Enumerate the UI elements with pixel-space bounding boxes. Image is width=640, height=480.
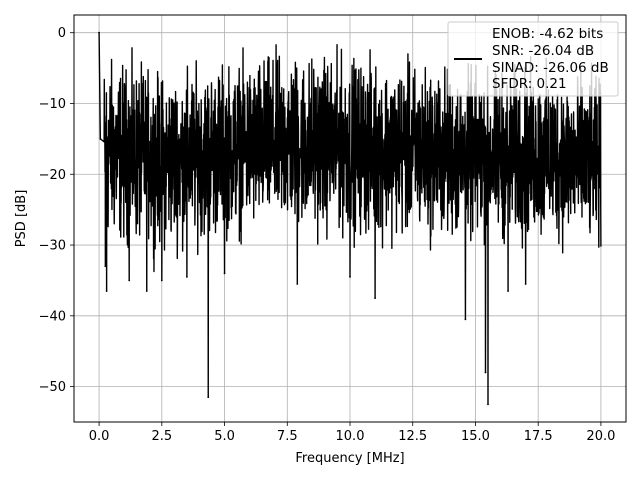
psd-data-point <box>99 137 102 140</box>
x-tick-label: 0.0 <box>89 429 110 444</box>
psd-data-point <box>98 31 100 34</box>
psd-data-point <box>484 371 487 374</box>
legend-entry-enob: ENOB: -4.62 bits <box>492 26 603 42</box>
psd-data-point <box>374 297 376 300</box>
psd-line <box>98 32 602 405</box>
legend-box <box>447 21 619 97</box>
x-tick-label: 12.5 <box>398 429 427 444</box>
psd-data-point <box>223 272 226 275</box>
legend: ENOB: -4.62 bits SNR: -26.04 dB SINAD: -… <box>447 21 619 97</box>
legend-entry-snr: SNR: -26.04 dB <box>492 43 594 59</box>
psd-data-point <box>104 265 107 268</box>
psd-data-point <box>105 290 108 292</box>
x-tick-label: 15.0 <box>461 429 490 444</box>
psd-data-point <box>524 283 527 285</box>
legend-entry-sfdr: SFDR: 0.21 <box>492 76 567 92</box>
psd-data-point <box>296 283 299 285</box>
x-axis-label: Frequency [MHz] <box>295 451 404 466</box>
psd-series <box>98 31 602 406</box>
y-tick-label: −30 <box>39 239 66 254</box>
x-tick-label: 5.0 <box>214 429 235 444</box>
y-axis-label: PSD [dB] <box>14 190 29 248</box>
y-tick-label: −10 <box>39 97 66 112</box>
y-tick-label: −40 <box>39 309 66 324</box>
psd-data-point <box>464 318 467 321</box>
ticks: 0.0 2.5 5.0 7.5 10.0 12.5 15.0 17.5 20.0 0 −10 −20 −… <box>39 26 616 444</box>
psd-data-point <box>145 290 148 292</box>
psd-data-point <box>128 279 131 282</box>
psd-data-point <box>186 275 188 278</box>
y-tick-label: −20 <box>39 168 66 183</box>
psd-data-point <box>487 403 489 406</box>
x-tick-label: 7.5 <box>277 429 298 444</box>
y-tick-label: 0 <box>58 26 66 41</box>
x-tick-label: 20.0 <box>586 429 615 444</box>
psd-data-point <box>207 396 210 399</box>
psd-data-point <box>349 275 351 278</box>
x-tick-label: 10.0 <box>336 429 365 444</box>
y-tick-label: −50 <box>39 380 66 395</box>
legend-entry-sinad: SINAD: -26.06 dB <box>492 60 609 76</box>
x-tick-label: 2.5 <box>151 429 172 444</box>
psd-data-point <box>160 279 163 282</box>
psd-data-point <box>507 290 509 292</box>
x-tick-label: 17.5 <box>524 429 553 444</box>
